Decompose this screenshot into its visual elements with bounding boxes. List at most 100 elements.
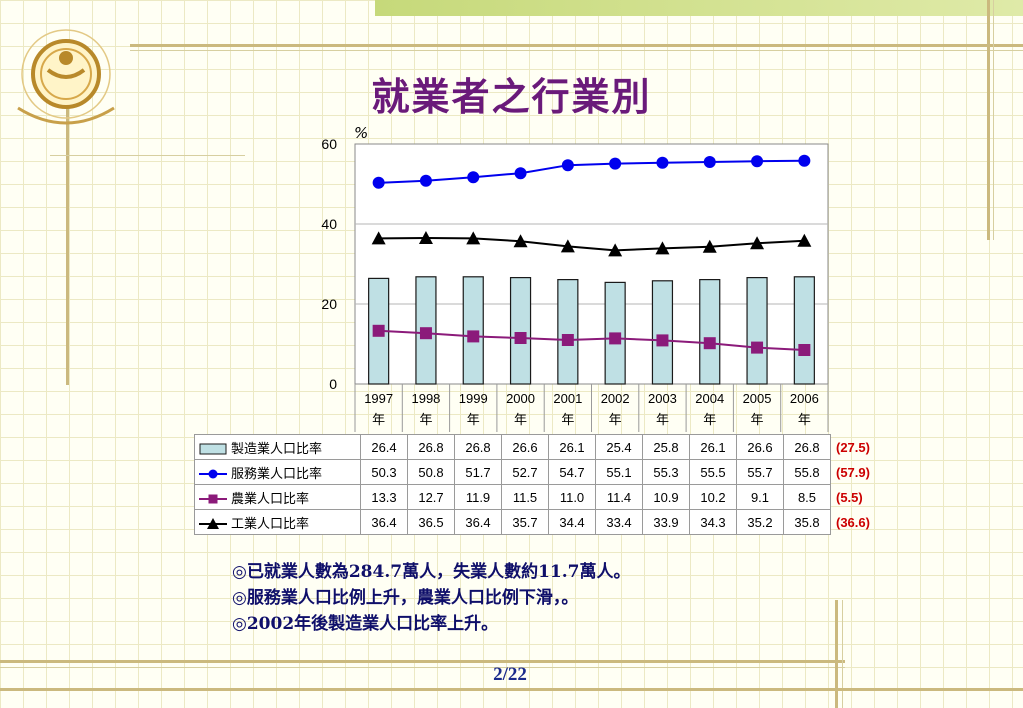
x-tick-label-suffix: 年 <box>561 413 574 428</box>
x-tick-label-suffix: 年 <box>798 413 811 428</box>
point-triangle <box>750 236 765 250</box>
table-row: 服務業人口比率 50.3 50.8 51.7 52.7 54.7 55.1 55.3 55.5 5… <box>194 459 831 485</box>
table-cell: 52.7 <box>501 459 549 485</box>
line-series <box>371 154 812 356</box>
point-square <box>703 337 716 350</box>
extra-value: (57.9) <box>836 465 870 480</box>
table-cell: 50.8 <box>407 459 455 485</box>
legend-marker <box>208 494 218 504</box>
table-cell: 11.4 <box>595 484 643 510</box>
point-circle <box>609 157 622 170</box>
point-triangle <box>560 239 575 253</box>
bar-6 <box>651 280 674 385</box>
point-square <box>656 334 669 347</box>
x-tick-label: 1998 <box>411 391 440 406</box>
table-cell: 55.8 <box>783 459 831 485</box>
x-tick-label-suffix: 年 <box>703 413 716 428</box>
point-triangle <box>655 241 670 255</box>
point-square <box>467 330 480 343</box>
y-tick-label: 0 <box>329 376 337 392</box>
table-cell: 11.0 <box>548 484 596 510</box>
x-tick-label-suffix: 年 <box>467 413 480 428</box>
note-line-1: ◎已就業人數為284.7萬人，失業人數約11.7萬人。 <box>232 562 631 582</box>
right-rule <box>987 0 990 240</box>
series-line <box>378 329 805 351</box>
point-circle <box>467 171 480 184</box>
legend-triangle-icon <box>199 518 227 530</box>
table-cell: 10.2 <box>689 484 737 510</box>
logo-emblem-icon <box>17 29 115 125</box>
table-cell: 11.5 <box>501 484 549 510</box>
row-label: 農業人口比率 <box>194 484 361 510</box>
bottom-right-rule <box>835 600 838 708</box>
table-cell: 55.3 <box>642 459 690 485</box>
row-label: 工業人口比率 <box>194 509 361 535</box>
bottom-right-rule-thin <box>842 600 843 708</box>
point-triangle <box>797 233 812 247</box>
legend-square-icon <box>199 494 227 504</box>
table-cell: 8.5 <box>783 484 831 510</box>
x-tick-label: 2001 <box>553 391 582 406</box>
point-square <box>514 332 527 344</box>
table-cell: 33.4 <box>595 509 643 535</box>
table-cell: 11.9 <box>454 484 502 510</box>
point-square <box>419 327 432 340</box>
page-title: 就業者之行業別 <box>371 75 652 119</box>
extra-value: (36.6) <box>836 515 870 530</box>
table-cell: 55.1 <box>595 459 643 485</box>
table-cell: 25.4 <box>595 434 643 460</box>
point-circle <box>751 155 764 168</box>
legend-swatch <box>199 443 227 455</box>
x-axis-labels: 1997 年 1998 年 1999 年 2000 年 2001 年 2002 年 2003 年 2004 年… <box>354 384 829 432</box>
table-cell: 36.5 <box>407 509 455 535</box>
x-tick-label: 2003 <box>648 391 677 406</box>
x-tick-label-suffix: 年 <box>609 413 622 428</box>
legend-circle-icon <box>199 469 227 479</box>
series-name: 製造業人口比率 <box>231 440 323 456</box>
table-cell: 12.7 <box>407 484 455 510</box>
table-cell: 33.9 <box>642 509 690 535</box>
bar-4 <box>557 279 579 385</box>
point-circle <box>798 154 811 167</box>
x-tick-label: 2005 <box>743 391 772 406</box>
point-square <box>798 344 811 356</box>
bottom-rule <box>0 660 845 663</box>
table-cell: 26.1 <box>548 434 596 460</box>
table-cell: 36.4 <box>454 509 502 535</box>
point-triangle <box>418 231 433 244</box>
x-tick-label: 1997 <box>364 391 393 406</box>
table-row: 農業人口比率 13.3 12.7 11.9 11.5 11.0 11.4 10.9 10.2 9.… <box>194 484 831 510</box>
row-label: 製造業人口比率 <box>194 434 361 460</box>
table-cell: 36.4 <box>360 509 408 535</box>
table-cell: 13.3 <box>360 484 408 510</box>
right-rule-thin <box>993 0 994 240</box>
series-name: 工業人口比率 <box>231 515 310 531</box>
row-label: 服務業人口比率 <box>194 459 361 485</box>
table-cell: 55.7 <box>736 459 784 485</box>
x-tick-label-suffix: 年 <box>514 413 527 428</box>
legend-bar-icon <box>199 443 227 455</box>
table-cell: 35.8 <box>783 509 831 535</box>
y-tick-label: 60 <box>321 136 337 152</box>
point-triangle <box>513 234 528 248</box>
table-cell: 26.4 <box>360 434 408 460</box>
table-cell: 51.7 <box>454 459 502 485</box>
table-cell: 35.7 <box>501 509 549 535</box>
page-number: 2/22 <box>493 664 527 685</box>
table-cell: 26.6 <box>736 434 784 460</box>
x-tick-label: 2006 <box>790 391 819 406</box>
point-square <box>372 324 385 337</box>
series-name: 服務業人口比率 <box>231 465 323 481</box>
x-tick-label: 2000 <box>506 391 535 406</box>
extra-value: (5.5) <box>836 490 863 505</box>
point-circle <box>703 156 716 168</box>
x-tick-label-suffix: 年 <box>751 413 764 428</box>
extra-value: (27.5) <box>836 440 870 455</box>
bar-3 <box>509 277 532 385</box>
y-tick-label: 20 <box>321 296 337 312</box>
table-row: 製造業人口比率 26.4 26.8 26.8 26.6 26.1 25.4 25.8 26.1 2… <box>194 434 831 460</box>
note-line-3: ◎2002年後製造業人口比率上升。 <box>232 614 499 634</box>
point-square <box>609 332 622 345</box>
top-rule-thin <box>130 50 1023 51</box>
table-cell: 9.1 <box>736 484 784 510</box>
